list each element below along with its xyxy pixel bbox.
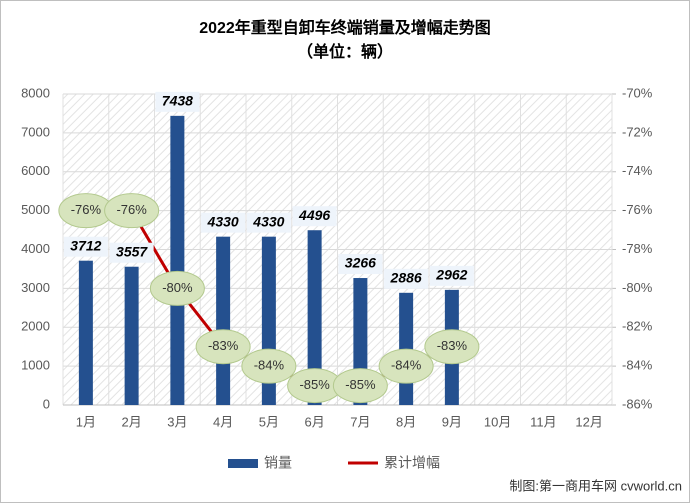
- y2-tick-label: -82%: [622, 319, 653, 334]
- y-tick-label: 0: [43, 396, 50, 411]
- chart-subtitle: （单位：辆）: [297, 42, 393, 61]
- data-label-bg: [384, 268, 429, 289]
- data-label-bg: [378, 348, 434, 384]
- data-label-bg: [155, 91, 200, 112]
- data-label: 7438: [162, 93, 193, 109]
- data-label: -83%: [208, 338, 239, 353]
- x-tick-label: 3月: [167, 414, 187, 429]
- data-label-bg: [241, 348, 297, 384]
- data-label: -76%: [116, 202, 147, 217]
- y2-tick-label: -72%: [622, 124, 653, 139]
- x-tick-label: 8月: [396, 414, 416, 429]
- bar: [78, 260, 93, 405]
- y-tick-label: 3000: [21, 280, 50, 295]
- data-label: -80%: [162, 280, 193, 295]
- y-tick-label: 6000: [21, 163, 50, 178]
- y-tick-label: 4000: [21, 241, 50, 256]
- y2-tick-label: -74%: [622, 163, 653, 178]
- y2-tick-label: -76%: [622, 202, 653, 217]
- data-label-bg: [332, 368, 388, 404]
- x-tick-label: 12月: [575, 414, 602, 429]
- data-label: 4330: [207, 213, 239, 229]
- x-tick-label: 2月: [122, 414, 142, 429]
- y-tick-label: 1000: [21, 358, 50, 373]
- bar: [307, 230, 322, 405]
- data-label-bg: [292, 206, 337, 227]
- legend-swatch: [228, 459, 258, 468]
- y2-tick-label: -86%: [622, 396, 653, 411]
- x-tick-label: 6月: [305, 414, 325, 429]
- legend-label: 销量: [264, 455, 292, 471]
- data-label: -85%: [345, 377, 376, 392]
- data-label-bg: [109, 242, 154, 263]
- y2-tick-label: -78%: [622, 241, 653, 256]
- x-tick-label: 9月: [442, 414, 462, 429]
- y2-tick-label: -70%: [622, 85, 653, 100]
- data-label: 4330: [252, 213, 284, 229]
- data-label-bg: [429, 265, 474, 286]
- bar: [124, 266, 139, 405]
- data-label-bg: [424, 329, 480, 365]
- y-tick-label: 2000: [21, 319, 50, 334]
- data-label-bg: [63, 236, 108, 257]
- y-tick-label: 8000: [21, 85, 50, 100]
- data-label: 3712: [70, 237, 101, 253]
- x-tick-label: 5月: [259, 414, 279, 429]
- y2-tick-label: -80%: [622, 280, 653, 295]
- legend-label: 累计增幅: [384, 455, 440, 471]
- data-label-bg: [195, 329, 251, 365]
- y2-tick-label: -84%: [622, 358, 653, 373]
- data-label: -83%: [437, 338, 468, 353]
- data-label-bg: [338, 254, 383, 275]
- data-label-bg: [104, 193, 160, 229]
- x-tick-label: 10月: [484, 414, 511, 429]
- x-tick-label: 7月: [350, 414, 370, 429]
- data-label: 4496: [298, 207, 330, 223]
- x-tick-label: 4月: [213, 414, 233, 429]
- data-label: 3266: [345, 255, 376, 271]
- data-label-bg: [246, 212, 291, 233]
- bar: [170, 115, 185, 405]
- data-label: 2962: [435, 267, 467, 283]
- source: 制图:第一商用车网 cvworld.cn: [509, 478, 682, 493]
- data-label: 2886: [390, 270, 422, 286]
- x-tick-label: 1月: [76, 414, 96, 429]
- data-label-bg: [201, 212, 246, 233]
- data-label: 3557: [116, 243, 148, 259]
- data-label: -76%: [71, 202, 102, 217]
- data-label: -85%: [299, 377, 330, 392]
- data-label-bg: [149, 270, 205, 306]
- y-tick-label: 7000: [21, 124, 50, 139]
- x-tick-label: 11月: [530, 414, 557, 429]
- data-label: -84%: [254, 358, 285, 373]
- y-tick-label: 5000: [21, 202, 50, 217]
- data-label: -84%: [391, 358, 422, 373]
- bar: [216, 236, 231, 405]
- chart-title: 2022年重型自卸车终端销量及增幅走势图: [199, 18, 491, 37]
